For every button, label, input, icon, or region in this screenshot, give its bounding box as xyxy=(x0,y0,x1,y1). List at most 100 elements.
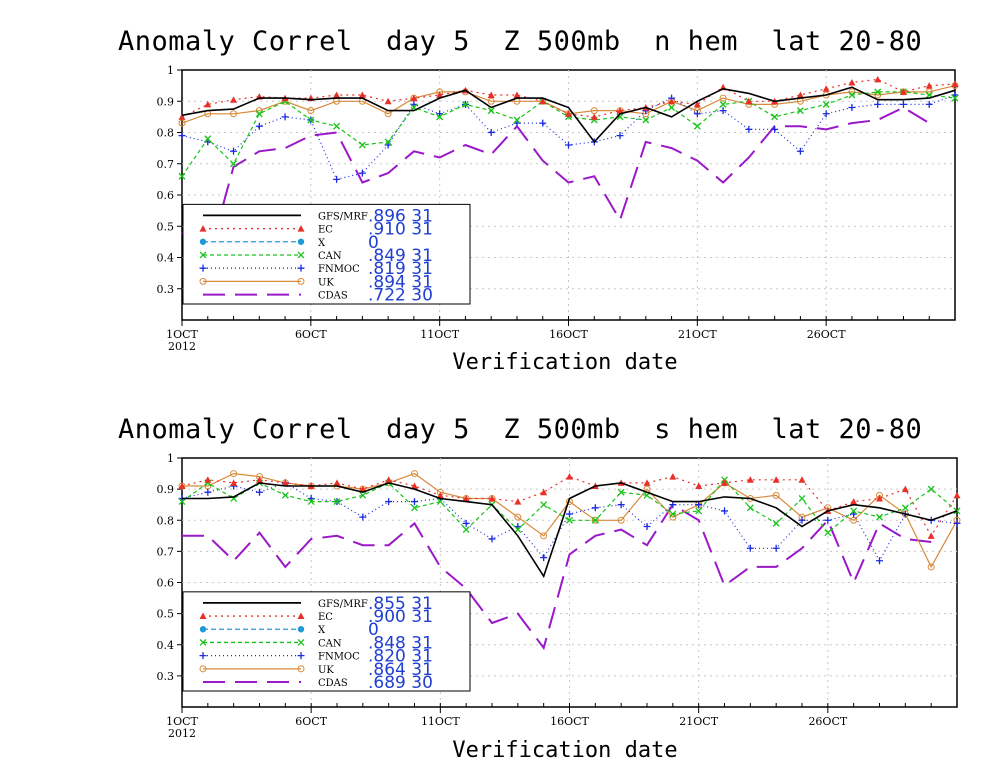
data-point xyxy=(487,97,495,105)
data-point xyxy=(876,513,883,521)
data-point xyxy=(927,563,935,571)
x-tick-label: 16OCT xyxy=(549,328,588,341)
data-point xyxy=(540,488,548,496)
data-point xyxy=(772,544,780,552)
legend-marker xyxy=(297,225,305,232)
series-line xyxy=(182,482,958,579)
legend-stat: .896 31 xyxy=(368,206,433,226)
legend-stat: .910 31 xyxy=(368,220,433,240)
data-point xyxy=(204,100,212,108)
legend-box xyxy=(182,591,471,692)
data-point xyxy=(178,119,186,127)
series-line xyxy=(181,86,956,144)
legend-marker xyxy=(199,652,207,660)
legend-marker xyxy=(199,638,207,646)
legend-marker xyxy=(297,277,305,285)
data-point xyxy=(384,138,392,146)
data-point xyxy=(693,122,701,130)
data-point xyxy=(591,516,599,524)
data-point xyxy=(822,85,830,92)
data-point xyxy=(384,97,392,105)
data-point xyxy=(901,504,909,512)
x-tick-sublabel: 2012 xyxy=(168,727,196,740)
data-point xyxy=(230,160,237,168)
data-point xyxy=(539,119,547,127)
data-point xyxy=(385,498,393,506)
x-tick-label: 11OCT xyxy=(420,328,459,341)
data-point xyxy=(307,107,315,115)
legend-stat: .820 31 xyxy=(368,647,433,667)
y-tick-label: 0.7 xyxy=(157,158,175,171)
data-point xyxy=(822,110,830,118)
y-tick-label: 0.5 xyxy=(157,220,175,233)
data-point xyxy=(798,476,806,483)
x-tick-sublabel: 2012 xyxy=(168,340,196,353)
data-point xyxy=(488,535,496,543)
data-point xyxy=(695,507,703,515)
legend-stat: .900 31 xyxy=(368,607,433,627)
data-point xyxy=(514,498,522,505)
data-point xyxy=(230,479,238,486)
y-tick-label: 0.3 xyxy=(157,670,175,683)
data-point xyxy=(617,501,625,509)
data-point xyxy=(953,519,961,527)
legend-label: FNMOC xyxy=(318,264,360,275)
data-point xyxy=(643,479,651,486)
data-point xyxy=(798,495,806,502)
legend-label: UK xyxy=(318,277,334,288)
data-point xyxy=(693,100,701,108)
legend-marker xyxy=(199,251,207,259)
data-point xyxy=(178,172,186,180)
data-point xyxy=(411,498,418,506)
data-point xyxy=(876,557,883,565)
series-gfs-mrf xyxy=(181,86,956,144)
x-tick-label: 1OCT xyxy=(166,715,198,728)
legend-label: CDAS xyxy=(318,291,348,302)
y-tick-label: 0.6 xyxy=(157,577,175,590)
legend-marker xyxy=(297,665,305,673)
data-point xyxy=(307,498,315,506)
series-cdas xyxy=(182,503,932,651)
x-tick-label: 6OCT xyxy=(295,328,327,341)
data-point xyxy=(668,97,676,105)
data-point xyxy=(436,491,444,499)
data-point xyxy=(824,529,832,537)
x-tick-label: 26OCT xyxy=(807,328,846,341)
data-point xyxy=(796,107,804,115)
data-point xyxy=(746,476,754,483)
x-axis-label: Verification date xyxy=(452,350,678,375)
legend-marker xyxy=(199,626,207,633)
x-tick-label: 1OCT xyxy=(166,328,198,341)
data-point xyxy=(462,526,470,534)
data-point xyxy=(358,141,366,149)
legend-marker xyxy=(199,225,207,232)
x-tick-label: 11OCT xyxy=(421,715,460,728)
data-point xyxy=(436,91,444,98)
legend-stat: .722 30 xyxy=(368,286,433,306)
legend-stat: 0 xyxy=(368,620,379,640)
x-tick-label: 21OCT xyxy=(678,328,717,341)
legend-marker xyxy=(297,251,305,259)
data-point xyxy=(333,91,341,98)
y-tick-label: 1 xyxy=(167,452,174,465)
data-point xyxy=(925,100,933,108)
data-point xyxy=(566,473,573,480)
data-point xyxy=(178,498,186,506)
data-point xyxy=(669,473,677,480)
legend-stat: .689 30 xyxy=(368,673,433,693)
series-gfs-mrf xyxy=(182,482,958,579)
data-point xyxy=(566,510,573,518)
y-tick-label: 0.5 xyxy=(157,608,175,621)
data-point xyxy=(772,476,780,483)
data-point xyxy=(668,104,676,111)
data-point xyxy=(876,494,883,502)
data-point xyxy=(901,485,909,493)
data-point xyxy=(462,519,470,527)
data-point xyxy=(591,516,599,524)
legend-marker xyxy=(199,238,207,245)
data-point xyxy=(721,479,728,486)
data-point xyxy=(385,476,393,483)
data-point xyxy=(178,482,186,490)
data-point xyxy=(359,513,367,521)
data-point xyxy=(591,504,599,512)
